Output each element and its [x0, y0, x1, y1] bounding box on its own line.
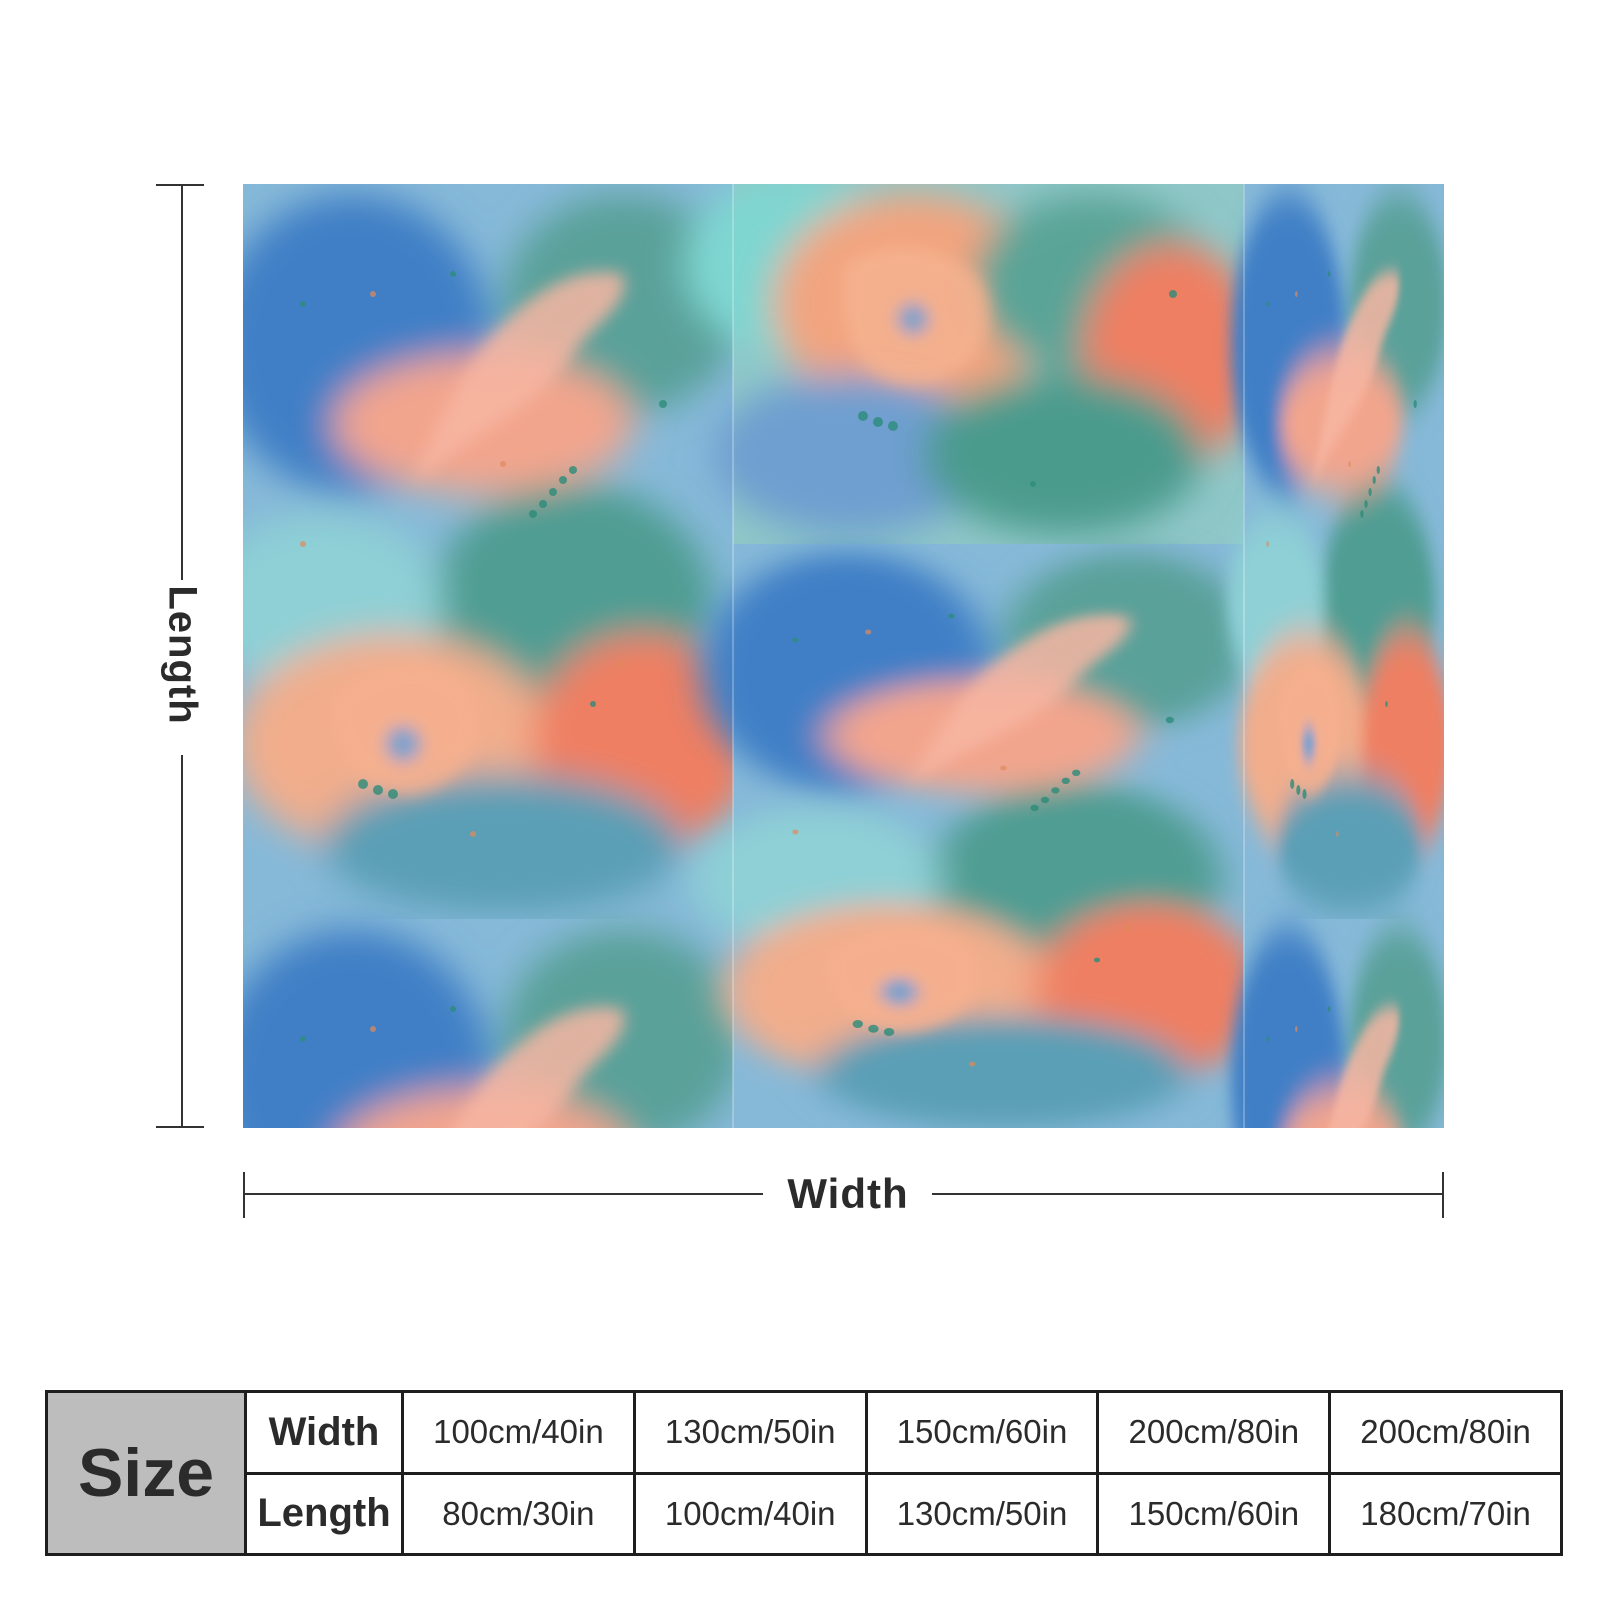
table-cell: 130cm/50in [864, 1471, 1100, 1556]
width-row-label: Width [244, 1390, 404, 1475]
table-cell: 150cm/60in [864, 1390, 1100, 1475]
table-cell: 80cm/30in [401, 1471, 636, 1556]
length-line-bottom [181, 755, 183, 1126]
width-left-cap [243, 1172, 245, 1218]
width-line-right [932, 1193, 1444, 1195]
table-cell: 100cm/40in [632, 1471, 868, 1556]
length-bottom-cap [156, 1126, 204, 1128]
width-right-cap [1442, 1172, 1444, 1218]
table-row: Size Width 100cm/40in 130cm/50in 150cm/6… [45, 1390, 1563, 1556]
table-cell: 200cm/80in [1328, 1390, 1563, 1475]
length-line-top [181, 184, 183, 580]
blanket-product-image [243, 184, 1444, 1128]
width-label: Width [787, 1170, 909, 1217]
table-cell: 100cm/40in [401, 1390, 636, 1475]
length-row-label: Length [244, 1471, 404, 1556]
table-cell: 200cm/80in [1096, 1390, 1332, 1475]
table-row: Length 80cm/30in 100cm/40in 130cm/50in 1… [47, 1471, 1563, 1556]
watercolor-pattern [243, 184, 1444, 1128]
width-line-left [243, 1193, 763, 1195]
table-cell: 180cm/70in [1328, 1471, 1563, 1556]
table-cell: 150cm/60in [1096, 1471, 1332, 1556]
length-label: Length [160, 585, 205, 725]
size-header: Size [45, 1390, 247, 1556]
table-cell: 130cm/50in [632, 1390, 868, 1475]
length-top-cap [156, 184, 204, 186]
size-table: Size Width 100cm/40in 130cm/50in 150cm/6… [45, 1390, 1563, 1556]
